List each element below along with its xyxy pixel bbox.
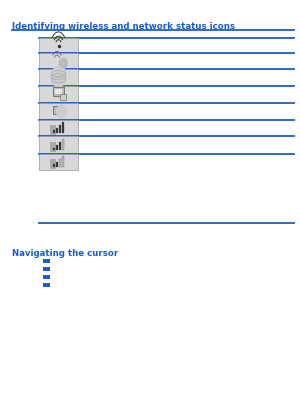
Bar: [43, 259, 50, 263]
Bar: [53, 130, 55, 133]
Circle shape: [51, 67, 66, 87]
Bar: [50, 142, 56, 152]
Bar: [53, 148, 55, 150]
Bar: [50, 159, 56, 169]
Bar: [39, 69, 78, 85]
Bar: [39, 154, 78, 170]
Bar: [56, 162, 58, 167]
FancyBboxPatch shape: [60, 94, 66, 100]
Bar: [58, 95, 59, 98]
Text: Navigating the cursor: Navigating the cursor: [12, 249, 118, 259]
Bar: [55, 89, 62, 94]
Bar: [39, 53, 78, 68]
Bar: [56, 145, 58, 150]
Bar: [59, 159, 61, 167]
Bar: [62, 139, 64, 150]
Bar: [39, 103, 78, 119]
Bar: [62, 156, 64, 167]
Bar: [39, 136, 78, 153]
FancyBboxPatch shape: [53, 87, 64, 96]
Bar: [56, 128, 58, 133]
Circle shape: [59, 58, 67, 69]
Bar: [43, 283, 50, 287]
Bar: [53, 164, 55, 167]
Bar: [39, 86, 78, 102]
Bar: [62, 122, 64, 133]
Bar: [59, 142, 61, 150]
Bar: [39, 120, 78, 136]
Text: Identifying wireless and network status icons: Identifying wireless and network status …: [12, 22, 235, 31]
Bar: [59, 125, 61, 133]
Bar: [50, 125, 56, 135]
Bar: [39, 38, 78, 52]
Bar: [43, 275, 50, 279]
FancyBboxPatch shape: [52, 106, 60, 114]
Circle shape: [57, 105, 66, 118]
Bar: [43, 267, 50, 271]
